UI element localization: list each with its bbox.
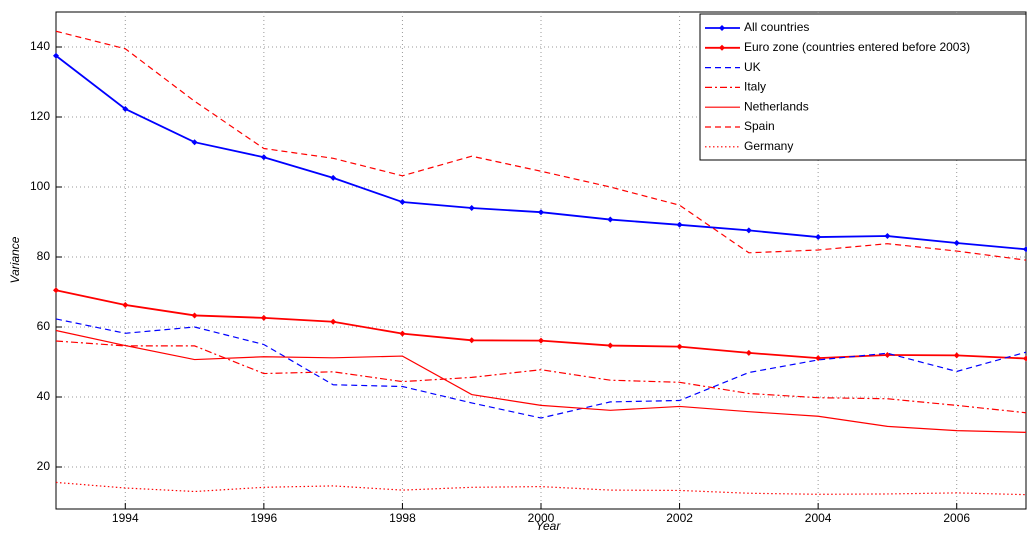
point: [815, 234, 822, 241]
point: [399, 199, 406, 206]
legend-label: Spain: [744, 119, 775, 133]
point: [191, 312, 198, 319]
legend-label: Euro zone (countries entered before 2003…: [744, 40, 970, 54]
y-axis-label: Variance: [8, 236, 22, 283]
y-tick-label: 80: [37, 249, 51, 263]
point: [122, 301, 129, 308]
series-line: [55, 481, 1027, 496]
point: [745, 349, 752, 356]
legend-label: Italy: [744, 80, 766, 94]
point: [53, 287, 59, 294]
legend-marker: [719, 25, 725, 31]
legend-label: UK: [744, 60, 761, 74]
legend-label: Germany: [744, 139, 793, 153]
x-tick-label: 1998: [389, 511, 416, 525]
series-line: [55, 340, 1027, 414]
legend-marker: [719, 44, 725, 51]
point: [745, 227, 752, 234]
point: [884, 233, 891, 239]
point: [260, 154, 267, 161]
point: [468, 337, 475, 344]
series-line: [55, 318, 1027, 419]
series-line: [55, 329, 1027, 433]
legend-label: Netherlands: [744, 99, 809, 113]
point: [191, 139, 198, 146]
point: [538, 209, 544, 216]
point: [1023, 246, 1027, 253]
legend: [699, 13, 1027, 161]
point: [330, 174, 337, 181]
point: [607, 216, 614, 223]
y-tick-label: 120: [30, 109, 50, 123]
point: [676, 343, 683, 350]
legend-label: All countries: [744, 20, 809, 34]
y-tick-label: 60: [37, 319, 51, 333]
y-tick-label: 40: [37, 389, 51, 403]
x-tick-label: 2006: [943, 511, 970, 525]
x-tick-label: 1996: [251, 511, 278, 525]
x-tick-label: 2004: [805, 511, 832, 525]
point: [676, 221, 683, 228]
x-tick-label: 2002: [666, 511, 693, 525]
x-tick-label: 2000: [528, 511, 555, 525]
point: [953, 352, 960, 359]
point: [122, 105, 129, 112]
point: [607, 342, 614, 349]
point: [953, 240, 960, 246]
point: [330, 318, 337, 325]
point: [468, 205, 475, 211]
point: [399, 330, 406, 337]
point: [260, 314, 267, 321]
y-tick-label: 20: [37, 459, 51, 473]
y-tick-label: 100: [30, 179, 50, 193]
point: [53, 52, 59, 59]
x-tick-label: 1994: [112, 511, 139, 525]
x-axis-label: Year: [536, 519, 562, 533]
point: [538, 337, 544, 344]
y-tick-label: 140: [30, 39, 50, 53]
point: [1023, 355, 1027, 362]
